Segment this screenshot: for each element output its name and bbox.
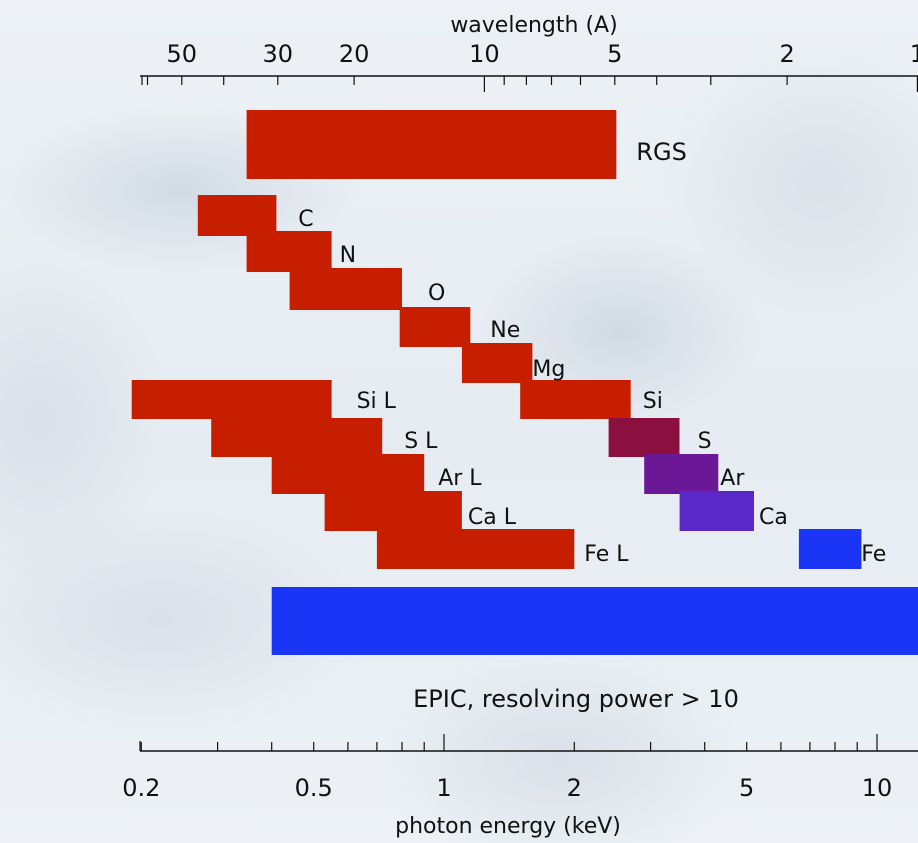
bottom-tick-label: 0.5 — [295, 774, 333, 802]
epic-bar — [271, 587, 918, 655]
bottom-tick-label: 2 — [567, 774, 582, 802]
top-tick-label: 10 — [469, 40, 500, 68]
si-l-bar — [131, 380, 332, 419]
ne-label: Ne — [490, 318, 520, 343]
ar-label: Ar — [720, 466, 745, 491]
ar-l-bar — [271, 454, 425, 494]
ca-l-bar — [324, 491, 462, 531]
bottom-axis-title: photon energy (keV) — [395, 814, 621, 839]
bottom-tick-label: 10 — [862, 774, 893, 802]
ar-l-label: Ar L — [438, 466, 482, 491]
bars-layer — [131, 110, 918, 655]
top-tick-label: 50 — [167, 40, 198, 68]
rgs-bar — [246, 110, 617, 179]
ca-l-label: Ca L — [468, 505, 517, 530]
ca-bar — [679, 491, 754, 531]
epic-annotation: EPIC, resolving power > 10 — [413, 685, 739, 713]
n-label: N — [340, 243, 356, 268]
top-axis: 50 30 20 10 5 2 1 wavelength (A) — [140, 13, 918, 92]
s-label: S — [698, 429, 712, 454]
n-bar — [246, 231, 332, 272]
bar-labels-layer: RGS C N O Ne Mg Si S Ar Ca Fe Si L S LAr L Ca L Fe L — [298, 138, 886, 567]
si-bar — [520, 380, 631, 419]
top-tick-label: 30 — [263, 40, 294, 68]
fe-l-label: Fe L — [584, 542, 629, 567]
o-label: O — [428, 281, 445, 306]
s-l-bar — [211, 418, 383, 457]
top-axis-title: wavelength (A) — [450, 13, 617, 38]
ne-bar — [399, 307, 471, 347]
c-bar — [197, 195, 277, 236]
bottom-tick-label: 0.2 — [122, 774, 160, 802]
bottom-tick-label: 5 — [739, 774, 754, 802]
s-bar — [608, 418, 680, 457]
bottom-tick-label: 1 — [436, 774, 451, 802]
top-tick-label: 20 — [339, 40, 370, 68]
fe-bar — [798, 529, 862, 569]
fe-label: Fe — [861, 542, 886, 567]
ca-label: Ca — [759, 505, 788, 530]
fe-l-bar — [376, 529, 575, 569]
top-axis-ticks: 50 30 20 10 5 2 1 — [141, 40, 918, 92]
si-label: Si — [643, 389, 663, 414]
bottom-axis-ticks: 0.2 0.5 1 2 5 10 — [122, 734, 892, 802]
top-tick-label: 2 — [779, 40, 794, 68]
si-l-label: Si L — [357, 389, 397, 414]
ar-bar — [644, 454, 719, 494]
c-label: C — [298, 207, 313, 232]
mg-bar — [461, 343, 533, 383]
top-tick-label: 5 — [607, 40, 622, 68]
bottom-axis: 0.2 0.5 1 2 5 10 photon energy (keV) — [122, 734, 918, 839]
mg-label: Mg — [532, 357, 565, 382]
rgs-label: RGS — [636, 138, 687, 166]
s-l-label: S L — [404, 429, 438, 454]
top-tick-label: 1 — [910, 40, 918, 68]
o-bar — [289, 268, 402, 310]
